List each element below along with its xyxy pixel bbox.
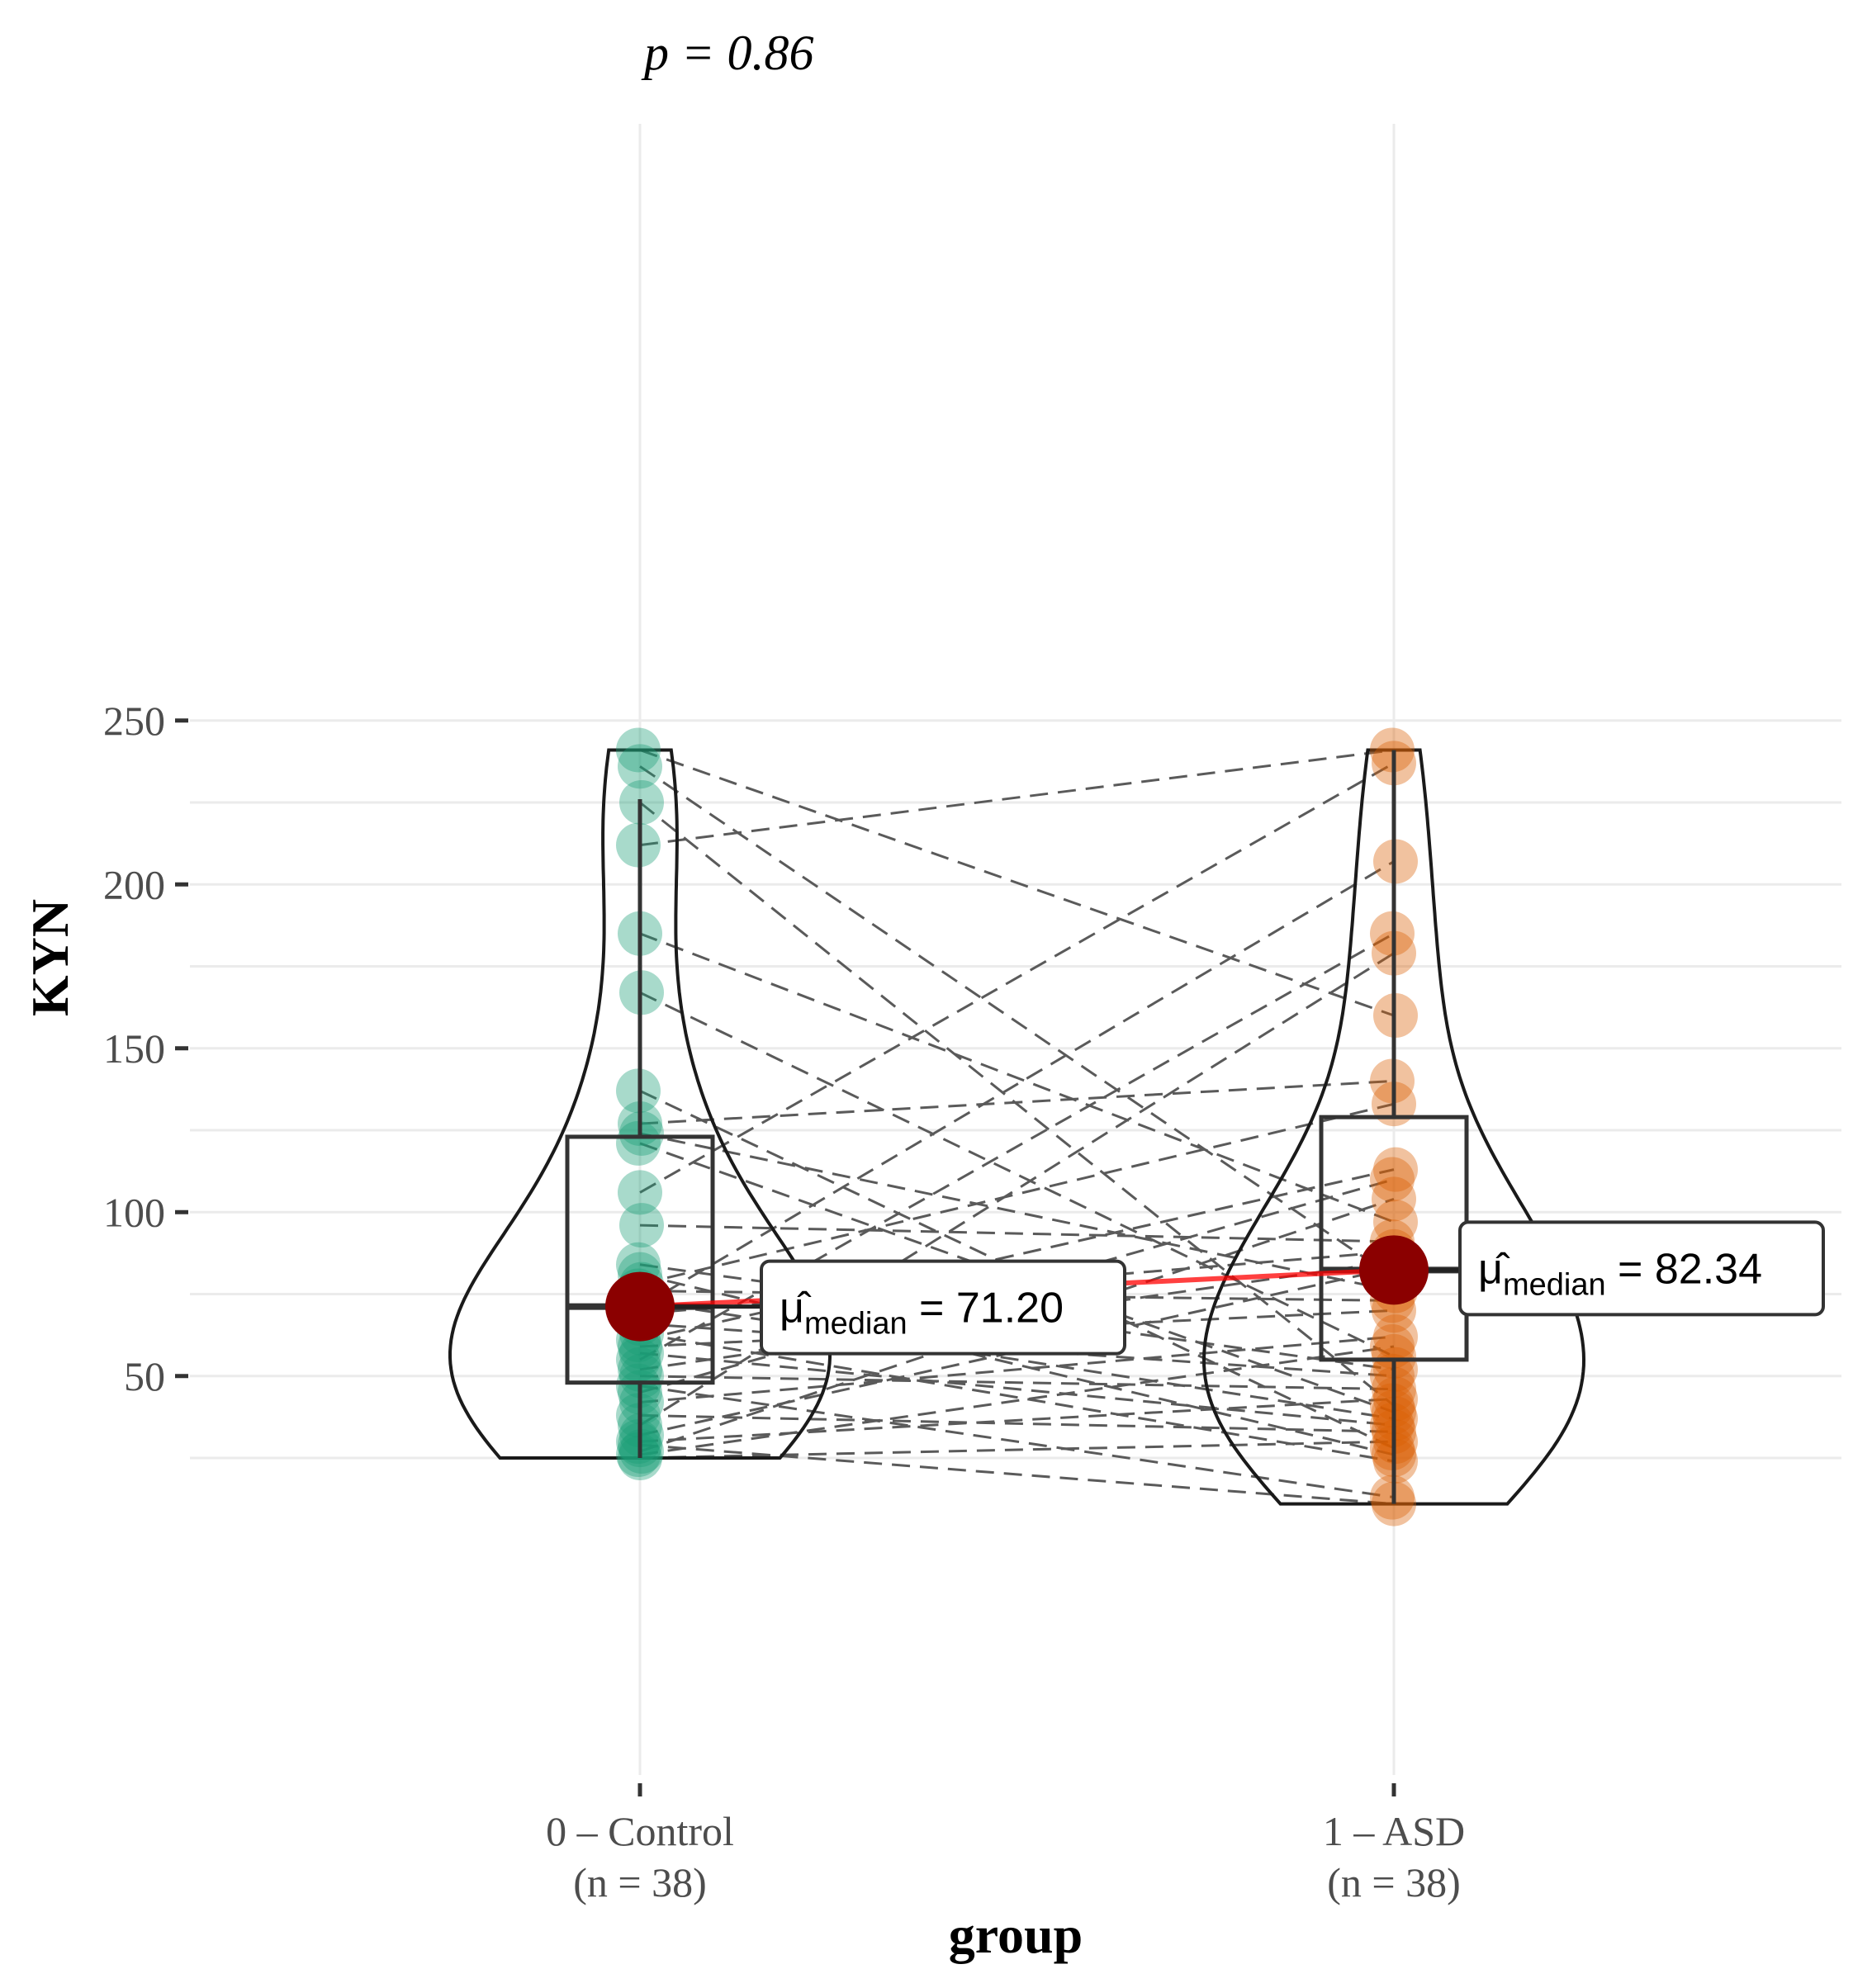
pair-line xyxy=(639,1443,1395,1506)
violin-control xyxy=(448,748,832,1460)
pair-line xyxy=(639,1351,1395,1427)
data-point-asd xyxy=(1372,1333,1416,1379)
median-point-control xyxy=(605,1271,675,1342)
pair-line xyxy=(639,1398,1395,1443)
grid-layer xyxy=(190,124,1841,1775)
data-point-control xyxy=(619,1353,664,1399)
x-tick-label: 1 – ASD xyxy=(1323,1808,1465,1854)
median-label-box xyxy=(760,1259,1126,1356)
pair-line xyxy=(639,1384,1395,1499)
pair-line xyxy=(639,1375,1395,1391)
pair-line xyxy=(639,1335,1395,1404)
data-point-control xyxy=(619,1330,664,1375)
p-value-label: p = 0.86 xyxy=(641,26,814,80)
y-tick-label: 50 xyxy=(124,1353,165,1399)
data-point-control xyxy=(616,1120,661,1166)
y-tick-label: 200 xyxy=(103,861,165,907)
x-tick-label: 0 – Control xyxy=(546,1808,734,1854)
pair-line xyxy=(639,860,1395,1309)
pair-line xyxy=(639,1132,1395,1292)
pair-line xyxy=(639,1440,1395,1460)
x-tick-n-label: (n = 38) xyxy=(573,1859,707,1905)
y-axis-title: KYN xyxy=(21,899,79,1016)
data-point-asd xyxy=(1372,1176,1416,1222)
pair-line xyxy=(639,1079,1395,1125)
data-point-asd xyxy=(1370,1157,1415,1202)
median-label-box xyxy=(1458,1220,1825,1317)
data-point-control xyxy=(619,1203,664,1248)
pair-line xyxy=(639,749,1395,1017)
data-point-control xyxy=(618,1170,662,1215)
data-point-asd xyxy=(1373,1200,1418,1245)
y-tick-label: 150 xyxy=(103,1025,165,1072)
median-layer: μ̂median = 71.20 μ̂median = 82.34 xyxy=(605,1220,1825,1356)
pair-line xyxy=(639,1224,1395,1243)
pair-line xyxy=(639,1413,1395,1433)
paired-lines-layer xyxy=(639,748,1395,1506)
data-point-control xyxy=(616,1337,661,1382)
x-axis-title: group xyxy=(949,1905,1083,1964)
pair-line xyxy=(639,765,1395,1279)
pair-line xyxy=(639,1332,1395,1463)
axis-layer: 50 100 150 200 250 0 – Control (n = 38) 1 – ASD… xyxy=(103,698,1465,1905)
data-point-asd xyxy=(1373,1314,1418,1360)
box-control xyxy=(565,1134,715,1385)
median-label-asd: μ̂median = 82.34 xyxy=(1458,1220,1825,1317)
median-point-asd xyxy=(1359,1235,1429,1305)
pair-line xyxy=(639,748,1395,847)
data-point-control xyxy=(616,727,661,773)
pair-line xyxy=(639,1102,1395,1286)
pair-line xyxy=(639,801,1395,1407)
data-point-control xyxy=(618,744,662,789)
median-label-text: μ̂median = 82.34 xyxy=(1478,1245,1762,1302)
y-tick-label: 250 xyxy=(103,698,165,744)
pair-line xyxy=(639,762,1395,1194)
data-point-asd xyxy=(1373,1147,1418,1192)
pair-line xyxy=(639,1266,1395,1437)
pair-line xyxy=(639,932,1395,1224)
y-tick-label: 100 xyxy=(103,1189,165,1235)
x-tick-n-label: (n = 38) xyxy=(1327,1859,1461,1905)
median-label-control: μ̂median = 71.20 xyxy=(760,1259,1126,1356)
pair-line xyxy=(639,1178,1395,1394)
pair-line xyxy=(639,1345,1395,1456)
